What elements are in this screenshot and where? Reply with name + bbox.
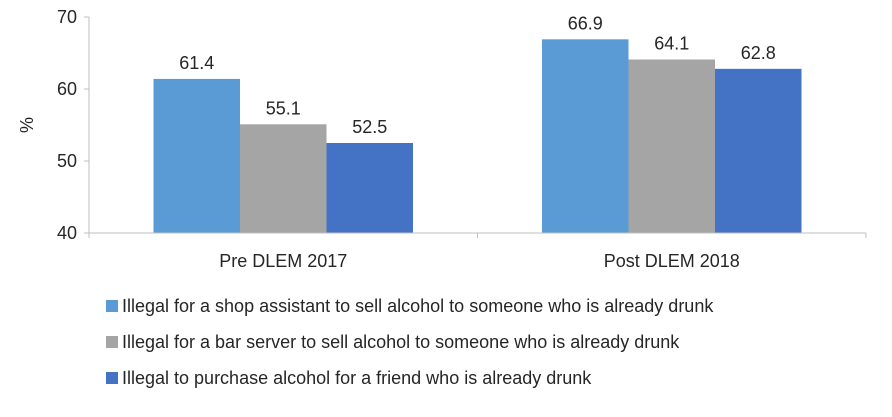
bar <box>153 78 240 233</box>
bar <box>715 68 802 233</box>
x-axis-ticks: Pre DLEM 2017 Post DLEM 2018 <box>88 233 867 271</box>
bar <box>326 143 413 233</box>
y-tick-label: 60 <box>57 79 77 99</box>
legend-item: Illegal to purchase alcohol for a friend… <box>106 360 713 396</box>
data-label: 62.8 <box>741 43 776 63</box>
bar-chart: 40 50 60 70 61.4 55.1 52.5 66.9 64.1 62.8 Pre DL… <box>17 7 867 271</box>
bar <box>542 39 629 233</box>
data-label: 52.5 <box>352 117 387 137</box>
y-tick-label: 40 <box>57 223 77 243</box>
y-tick-label: 70 <box>57 7 77 27</box>
legend: Illegal for a shop assistant to sell alc… <box>106 288 713 396</box>
y-axis-ticks: 40 50 60 70 <box>57 7 89 243</box>
legend-label: Illegal to purchase alcohol for a friend… <box>122 367 592 388</box>
legend-label: Illegal for a shop assistant to sell alc… <box>122 295 714 316</box>
bars <box>153 39 802 234</box>
legend-item: Illegal for a bar server to sell alcohol… <box>106 324 713 360</box>
data-label: 66.9 <box>568 13 603 33</box>
bar <box>628 59 715 234</box>
legend-label: Illegal for a bar server to sell alcohol… <box>122 331 680 352</box>
data-label: 55.1 <box>266 98 301 118</box>
data-label: 64.1 <box>654 33 689 53</box>
x-tick-label: Pre DLEM 2017 <box>219 251 347 271</box>
legend-item: Illegal for a shop assistant to sell alc… <box>106 288 713 324</box>
data-labels: 61.4 55.1 52.5 66.9 64.1 62.8 <box>179 13 776 137</box>
legend-swatch <box>106 372 118 384</box>
data-label: 61.4 <box>179 53 214 73</box>
legend-swatch <box>106 336 118 348</box>
bar <box>240 124 327 233</box>
y-axis-label: % <box>17 117 37 133</box>
x-tick-label: Post DLEM 2018 <box>604 251 740 271</box>
legend-swatch <box>106 300 118 312</box>
y-tick-label: 50 <box>57 151 77 171</box>
